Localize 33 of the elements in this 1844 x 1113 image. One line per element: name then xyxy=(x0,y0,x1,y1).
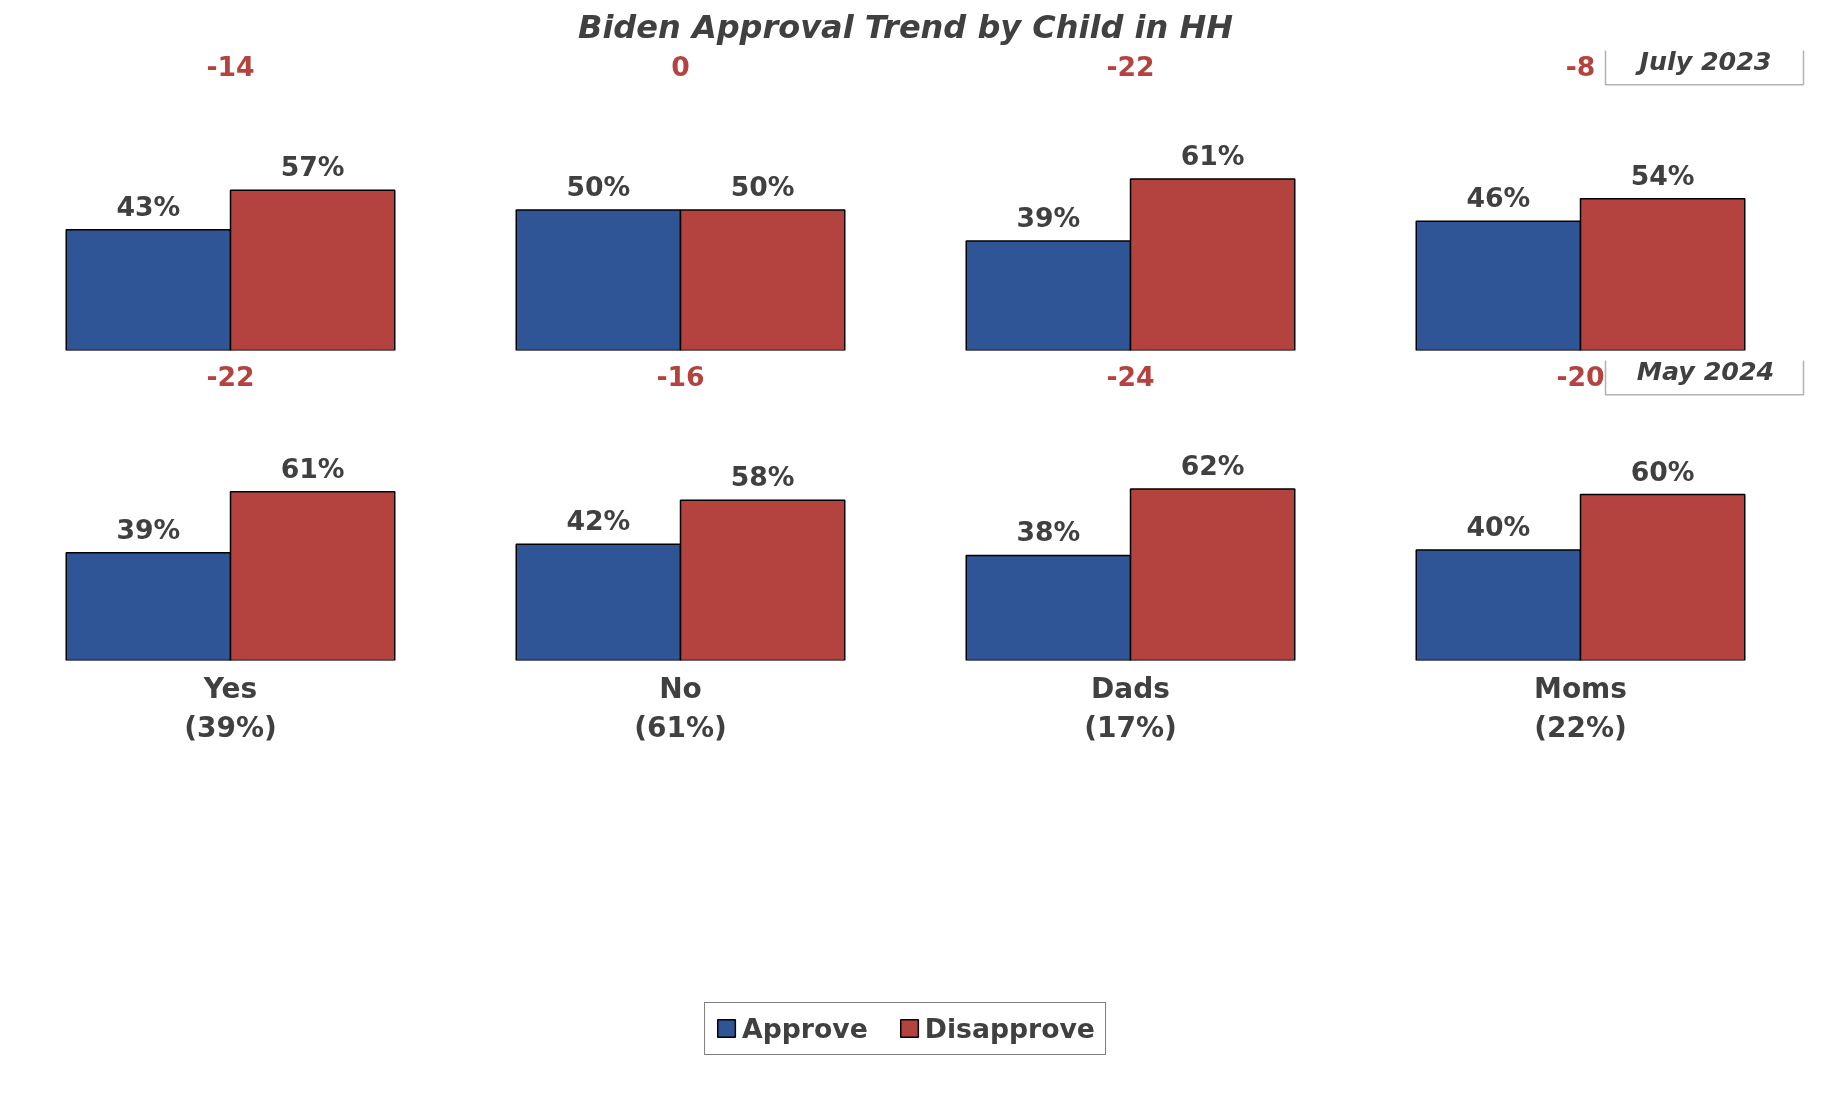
data-label: 61% xyxy=(1180,140,1245,172)
data-label: 38% xyxy=(1016,516,1081,548)
chart-title: Biden Approval Trend by Child in HH xyxy=(577,7,1234,46)
data-label: 61% xyxy=(280,452,345,484)
x-tick-label: Dads (17%) xyxy=(1084,671,1177,745)
text: -14 xyxy=(206,51,255,83)
data-label: 57% xyxy=(280,151,345,183)
data-label: 54% xyxy=(1630,159,1695,191)
data-label: 42% xyxy=(566,505,631,537)
data-label: 60% xyxy=(1630,455,1695,487)
data-label: 50% xyxy=(566,170,631,202)
data-label: 39% xyxy=(116,513,181,545)
x-tick-label: Moms (22%) xyxy=(1534,671,1627,745)
x-tick-label: Yes (39%) xyxy=(184,671,277,745)
data-label: 43% xyxy=(116,190,181,222)
data-label: 58% xyxy=(730,461,795,493)
text: -22 xyxy=(1106,51,1155,83)
text: -24 xyxy=(1106,361,1155,393)
data-label: 62% xyxy=(1180,450,1245,482)
text: -8 xyxy=(1565,51,1596,83)
data-label: 50% xyxy=(730,170,795,202)
legend-label: Approve xyxy=(742,1012,868,1044)
data-label: 46% xyxy=(1466,182,1531,214)
chart-subtitle: July 2023 xyxy=(1634,45,1772,76)
legend-label: Disapprove xyxy=(924,1012,1095,1044)
data-label: 39% xyxy=(1016,201,1081,233)
text: 0 xyxy=(671,51,690,83)
x-tick-label: No (61%) xyxy=(634,671,727,745)
text: -22 xyxy=(206,361,255,393)
chart-subtitle: May 2024 xyxy=(1636,355,1775,386)
text: -20 xyxy=(1556,361,1605,393)
text: -16 xyxy=(656,361,705,393)
data-label: 40% xyxy=(1466,510,1531,542)
